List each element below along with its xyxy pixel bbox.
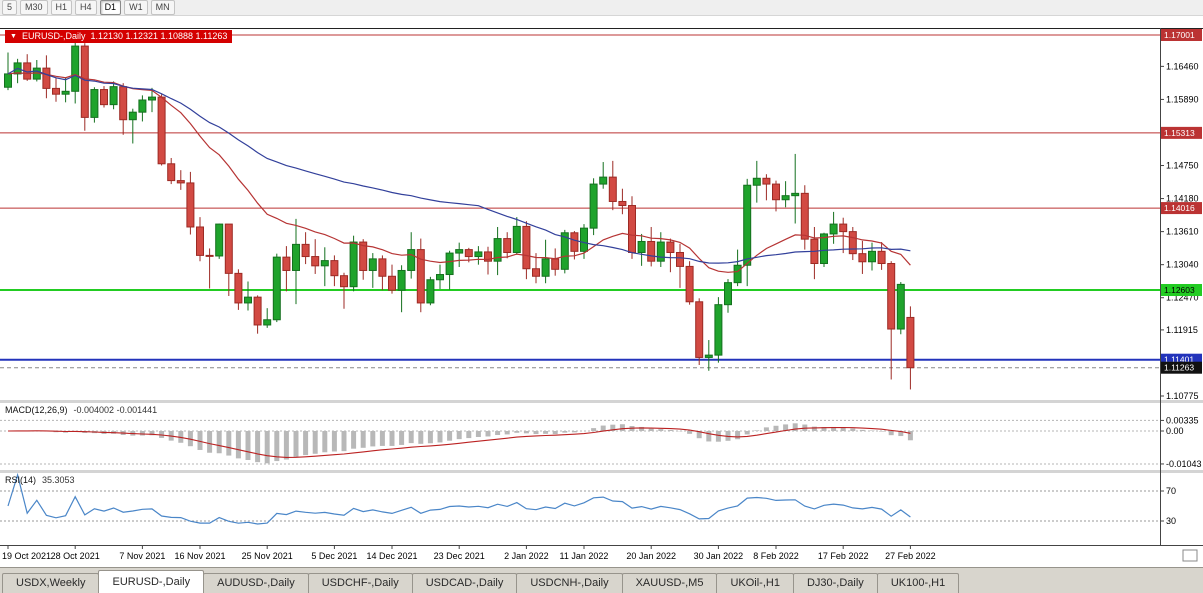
price-axis[interactable]: 1.16460 1.15890 1.14750 1.14180 1.13610 1.130…	[1160, 29, 1202, 526]
time-axis[interactable]: 19 Oct 2021 28 Oct 2021 7 Nov 2021 16 Nov 2…	[2, 546, 1198, 562]
tab-usdx-weekly[interactable]: USDX,Weekly	[2, 573, 100, 593]
timeframe-button-mn[interactable]: MN	[150, 0, 175, 15]
svg-text:2 Jan 2022: 2 Jan 2022	[504, 551, 549, 561]
tab-audusd-daily[interactable]: AUDUSD-,Daily	[203, 573, 309, 593]
svg-text:70: 70	[1166, 486, 1176, 496]
chart-ohlc-label: 1.12130 1.12321 1.10888 1.11263	[90, 31, 228, 41]
tab-eurusd-daily[interactable]: EURUSD-,Daily	[98, 570, 205, 593]
svg-text:11 Jan 2022: 11 Jan 2022	[560, 551, 609, 561]
macd-panel	[0, 419, 1160, 465]
svg-text:30 Jan 2022: 30 Jan 2022	[694, 551, 744, 561]
svg-text:1.11263: 1.11263	[1164, 363, 1194, 373]
moving-average-layer	[7, 67, 911, 273]
svg-text:1.11915: 1.11915	[1166, 325, 1198, 335]
tab-uk100-h1[interactable]: UK100-,H1	[876, 573, 960, 593]
svg-text:5 Dec 2021: 5 Dec 2021	[311, 551, 357, 561]
timeframe-button-m30[interactable]: M30	[20, 0, 48, 15]
tab-xauusd-m5[interactable]: XAUUSD-,M5	[621, 573, 718, 593]
timeframe-button-w1[interactable]: W1	[124, 0, 148, 15]
tab-usdcad-daily[interactable]: USDCAD-,Daily	[411, 573, 518, 593]
svg-text:1.15313: 1.15313	[1164, 128, 1195, 138]
svg-text:30: 30	[1166, 516, 1176, 526]
svg-text:1.16460: 1.16460	[1166, 61, 1199, 71]
svg-text:1.14750: 1.14750	[1166, 161, 1199, 171]
timeframe-button-h1[interactable]: H1	[50, 0, 73, 15]
svg-text:27 Feb 2022: 27 Feb 2022	[885, 551, 936, 561]
svg-text:0.00: 0.00	[1166, 426, 1184, 436]
timeframe-button-d1[interactable]: D1	[99, 0, 122, 15]
svg-text:23 Dec 2021: 23 Dec 2021	[434, 551, 485, 561]
svg-text:8 Feb 2022: 8 Feb 2022	[753, 551, 799, 561]
chart-canvas[interactable]: 1.16460 1.15890 1.14750 1.14180 1.13610 1.130…	[0, 0, 1203, 567]
svg-text:1.10775: 1.10775	[1166, 391, 1199, 401]
tab-dj30-daily[interactable]: DJ30-,Daily	[792, 573, 878, 593]
svg-text:0.00335: 0.00335	[1166, 415, 1199, 425]
svg-text:16 Nov 2021: 16 Nov 2021	[174, 551, 225, 561]
rsi-indicator-label: RSI(14) 35.3053	[5, 475, 75, 485]
svg-text:1.13040: 1.13040	[1166, 260, 1199, 270]
svg-text:20 Jan 2022: 20 Jan 2022	[626, 551, 676, 561]
timeframe-button-h4[interactable]: H4	[75, 0, 97, 15]
svg-text:1.12603: 1.12603	[1164, 285, 1195, 295]
svg-text:1.15890: 1.15890	[1166, 94, 1199, 104]
candlestick-layer	[4, 39, 915, 390]
timeframe-button-5[interactable]: 5	[2, 0, 18, 15]
rsi-panel	[0, 472, 1160, 525]
svg-text:7 Nov 2021: 7 Nov 2021	[119, 551, 165, 561]
timeframe-toolbar: 5 M30 H1 H4 D1 W1 MN	[0, 0, 1203, 16]
svg-text:-0.01043: -0.01043	[1166, 459, 1202, 469]
chart-symbol-label: EURUSD-,Daily	[21, 31, 86, 41]
svg-text:14 Dec 2021: 14 Dec 2021	[366, 551, 417, 561]
chart-title-badge[interactable]: ▼ EURUSD-,Daily 1.12130 1.12321 1.10888 …	[5, 30, 233, 43]
axis-corner-box	[1182, 549, 1198, 562]
tab-usdcnh-daily[interactable]: USDCNH-,Daily	[516, 573, 623, 593]
frame-lines	[0, 16, 1203, 567]
tab-usdchf-daily[interactable]: USDCHF-,Daily	[307, 573, 413, 593]
svg-text:1.17001: 1.17001	[1164, 30, 1195, 40]
dropdown-arrow-icon: ▼	[10, 33, 17, 40]
svg-text:1.13610: 1.13610	[1166, 227, 1199, 237]
tab-ukoil-h1[interactable]: UKOil-,H1	[716, 573, 794, 593]
svg-text:28 Oct 2021: 28 Oct 2021	[51, 551, 100, 561]
svg-text:1.12470: 1.12470	[1166, 293, 1199, 303]
chart-tabs-bar: USDX,Weekly EURUSD-,Daily AUDUSD-,Daily USD…	[0, 567, 1203, 593]
svg-text:17 Feb 2022: 17 Feb 2022	[818, 551, 869, 561]
macd-name: MACD(12,26,9)	[5, 405, 68, 415]
macd-values: -0.004002 -0.001441	[73, 405, 158, 415]
rsi-name: RSI(14)	[5, 475, 37, 485]
svg-text:1.11401: 1.11401	[1164, 355, 1194, 365]
svg-text:1.14016: 1.14016	[1164, 203, 1195, 213]
svg-text:1.14180: 1.14180	[1166, 194, 1199, 204]
macd-indicator-label: MACD(12,26,9) -0.004002 -0.001441	[5, 405, 157, 415]
rsi-value: 35.3053	[42, 475, 75, 485]
svg-text:19 Oct 2021: 19 Oct 2021	[2, 551, 51, 561]
svg-text:25 Nov 2021: 25 Nov 2021	[242, 551, 293, 561]
